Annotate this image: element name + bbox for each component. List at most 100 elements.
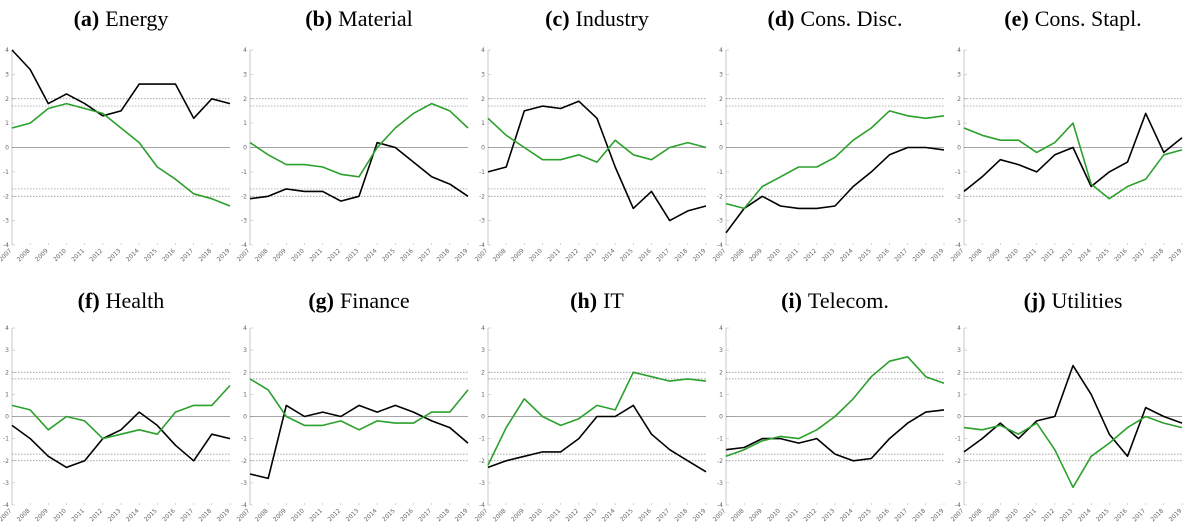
y-tick-label: 0 [719, 145, 723, 152]
x-tick-label: 2016 [875, 247, 891, 263]
y-tick-label: -2 [479, 193, 485, 200]
x-tick-label: 2009 [510, 247, 526, 263]
panel-label: (b) [305, 6, 332, 31]
y-tick-label: 4 [243, 325, 247, 332]
panel-label: (j) [1024, 288, 1046, 313]
x-tick-label: 2013 [107, 247, 123, 263]
panel-label: (a) [74, 6, 100, 31]
x-tick-label: 2014 [125, 247, 141, 263]
y-tick-label: -1 [717, 169, 723, 176]
x-tick-label: 2011 [546, 247, 562, 263]
panel-title: (c) Industry [545, 6, 649, 31]
x-tick-label: 2012 [1040, 507, 1056, 523]
x-tick-label: 2014 [839, 507, 855, 523]
y-tick-label: -3 [3, 218, 9, 225]
x-tick-label: 2012 [88, 247, 104, 263]
x-tick-label: 2009 [34, 247, 50, 263]
y-tick-label: -1 [479, 436, 485, 443]
x-tick-label: 2018 [673, 507, 689, 523]
data-line [725, 110, 945, 210]
y-tick-label: -1 [717, 436, 723, 443]
panel: (b) Material -4 -3 -2 -1 0 1 2 3 4 2007 2008 2009 2010… [236, 6, 470, 263]
x-tick-label: 2018 [1149, 507, 1165, 523]
x-tick-label: 2008 [492, 247, 508, 263]
y-tick-label: 3 [243, 347, 247, 354]
x-tick-label: 2019 [930, 247, 946, 263]
y-tick-label: 1 [719, 391, 723, 398]
x-tick-label: 2013 [821, 247, 837, 263]
y-tick-label: 4 [481, 325, 485, 332]
data-line [963, 364, 1183, 458]
x-tick-label: 2008 [16, 247, 32, 263]
y-tick-label: 3 [719, 71, 723, 78]
y-tick-label: 4 [719, 325, 723, 332]
panel-label: (d) [768, 6, 795, 31]
x-tick-label: 2017 [179, 507, 195, 523]
y-tick-label: 2 [957, 369, 961, 376]
x-tick-label: 2017 [655, 507, 671, 523]
y-tick-label: 3 [957, 347, 961, 354]
y-tick-label: 0 [957, 145, 961, 152]
x-tick-label: 2019 [1168, 247, 1184, 263]
y-tick-label: 3 [481, 71, 485, 78]
x-tick-label: 2016 [399, 247, 415, 263]
x-tick-label: 2007 [950, 507, 966, 523]
y-tick-label: 3 [719, 347, 723, 354]
x-tick-label: 2016 [161, 247, 177, 263]
x-tick-label: 2012 [564, 507, 580, 523]
panel-name: Utilities [1052, 288, 1123, 313]
x-tick-label: 2018 [911, 507, 927, 523]
y-tick-label: 3 [957, 71, 961, 78]
data-line [249, 404, 469, 480]
data-line [249, 378, 469, 431]
y-tick-label: -3 [3, 480, 9, 487]
x-tick-label: 2010 [1004, 247, 1020, 263]
x-tick-label: 2013 [345, 247, 361, 263]
y-tick-label: 3 [243, 71, 247, 78]
y-tick-label: 1 [957, 120, 961, 127]
data-line [11, 102, 231, 207]
y-tick-label: -1 [241, 169, 247, 176]
y-tick-label: 0 [243, 414, 247, 421]
x-tick-label: 2011 [1022, 507, 1038, 523]
data-line [11, 411, 231, 469]
y-tick-label: 3 [5, 347, 9, 354]
x-tick-label: 2017 [655, 247, 671, 263]
data-line [487, 371, 707, 466]
y-tick-label: -4 [479, 242, 485, 249]
panel-title: (h) IT [570, 288, 624, 313]
y-tick-label: 4 [243, 47, 247, 54]
y-tick-label: 2 [719, 369, 723, 376]
y-tick-label: -2 [955, 193, 961, 200]
x-tick-label: 2018 [197, 247, 213, 263]
x-tick-label: 2008 [968, 247, 984, 263]
y-tick-label: 1 [957, 391, 961, 398]
x-tick-label: 2011 [70, 507, 86, 523]
y-tick-label: -2 [717, 193, 723, 200]
x-tick-label: 2017 [179, 247, 195, 263]
data-line [11, 384, 231, 440]
x-tick-label: 2011 [546, 507, 562, 523]
y-tick-label: 0 [719, 414, 723, 421]
y-tick-label: 1 [481, 391, 485, 398]
y-tick-label: 2 [481, 96, 485, 103]
x-tick-label: 2014 [363, 247, 379, 263]
panel-title: (g) Finance [308, 288, 409, 313]
y-tick-label: -3 [479, 480, 485, 487]
data-line [487, 404, 707, 473]
x-tick-label: 2014 [363, 507, 379, 523]
y-tick-label: 0 [957, 414, 961, 421]
y-tick-label: 2 [5, 96, 9, 103]
panel-name: Industry [576, 6, 649, 31]
x-tick-label: 2010 [290, 507, 306, 523]
y-tick-label: 0 [5, 145, 9, 152]
x-tick-label: 2011 [308, 507, 324, 523]
data-line [725, 409, 945, 462]
data-line [725, 356, 945, 458]
x-tick-label: 2015 [143, 507, 159, 523]
x-tick-label: 2016 [875, 507, 891, 523]
x-tick-label: 2015 [1095, 507, 1111, 523]
x-tick-label: 2015 [619, 247, 635, 263]
